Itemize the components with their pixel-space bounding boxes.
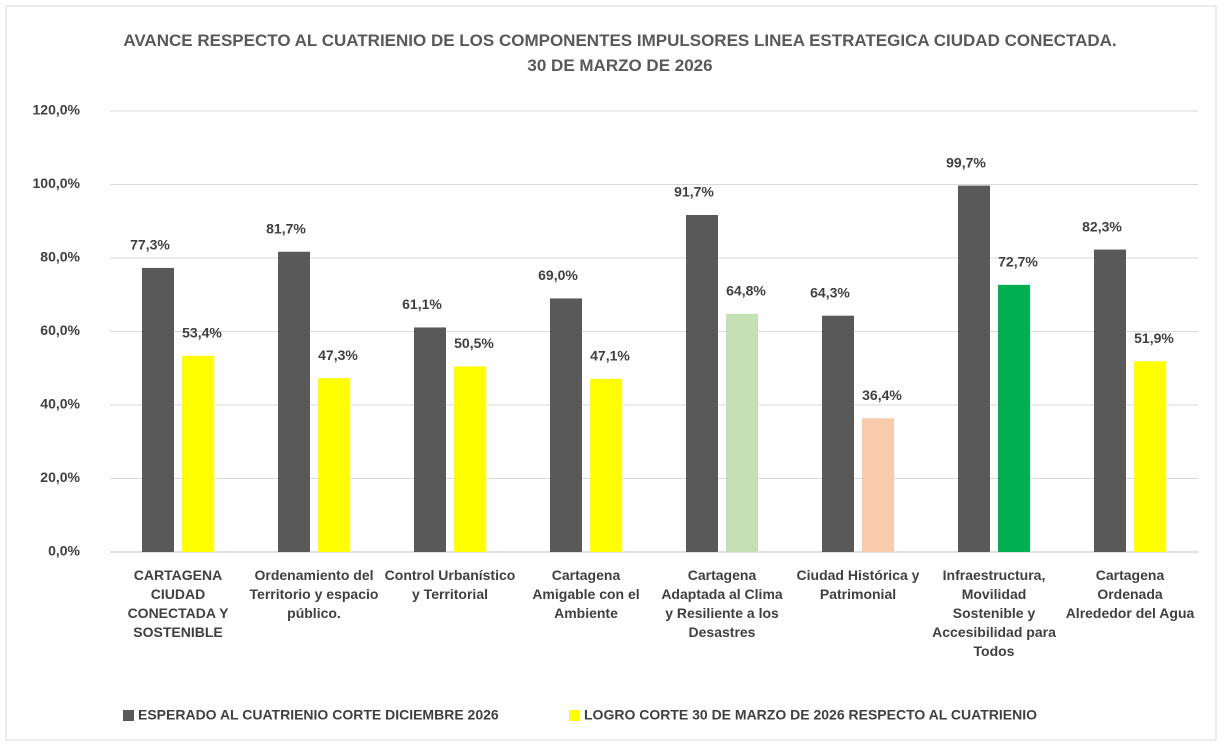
y-tick-label: 100,0% (33, 175, 81, 191)
bar (142, 267, 174, 552)
y-tick-label: 120,0% (33, 102, 81, 118)
y-tick-label: 0,0% (48, 543, 80, 559)
x-tick-label: Ciudad Histórica y Patrimonial (796, 567, 920, 602)
bar (686, 215, 718, 552)
value-label: 61,1% (402, 296, 442, 312)
value-label: 53,4% (182, 324, 222, 340)
legend-label: ESPERADO AL CUATRIENIO CORTE DICIEMBRE 2… (138, 707, 499, 723)
bar (550, 298, 582, 552)
y-tick-label: 80,0% (40, 249, 80, 265)
x-tick-label: Ordenamiento del Territorio y espacio pú… (249, 567, 379, 621)
value-label: 72,7% (998, 254, 1038, 270)
bar (998, 284, 1030, 552)
bar (862, 418, 894, 552)
bar (414, 327, 446, 552)
value-label: 47,3% (318, 347, 358, 363)
x-tick-label: Cartagena Ordenada Alrededor del Agua (1065, 567, 1195, 621)
legend-swatch (123, 710, 134, 721)
x-tick-label: Cartagena Adaptada al Clima y Resiliente… (661, 567, 783, 640)
bar (182, 355, 214, 552)
x-tick-label: CARTAGENA CIUDAD CONECTADA Y SOSTENIBLE (127, 567, 229, 640)
bar (590, 378, 622, 552)
y-tick-label: 20,0% (40, 469, 80, 485)
bar (1134, 361, 1166, 552)
value-label: 64,3% (810, 284, 850, 300)
y-tick-label: 40,0% (40, 396, 80, 412)
value-label: 81,7% (266, 220, 306, 236)
y-tick-label: 60,0% (40, 322, 80, 338)
value-label: 82,3% (1082, 218, 1122, 234)
legend-label: LOGRO CORTE 30 DE MARZO DE 2026 RESPECTO… (584, 707, 1037, 723)
value-label: 50,5% (454, 335, 494, 351)
value-label: 99,7% (946, 154, 986, 170)
x-tick-label: Cartagena Amigable con el Ambiente (532, 567, 640, 621)
bar (278, 251, 310, 552)
bar (726, 313, 758, 552)
x-tick-label: Infraestructura, Movilidad Sostenible y … (932, 567, 1056, 659)
value-label: 64,8% (726, 283, 766, 299)
value-label: 36,4% (862, 387, 902, 403)
chart-title: AVANCE RESPECTO AL CUATRIENIO DE LOS COM… (123, 31, 1117, 75)
x-tick-label: Control Urbanístico y Territorial (384, 567, 516, 602)
legend-swatch (569, 710, 580, 721)
value-label: 69,0% (538, 267, 578, 283)
value-label: 47,1% (590, 348, 630, 364)
bar (454, 366, 486, 552)
bar (1094, 249, 1126, 553)
bar (822, 315, 854, 552)
bar (318, 378, 350, 552)
chart-border (5, 5, 1217, 741)
value-label: 91,7% (674, 184, 714, 200)
value-label: 51,9% (1134, 330, 1174, 346)
value-label: 77,3% (130, 237, 170, 253)
bar (958, 185, 990, 553)
